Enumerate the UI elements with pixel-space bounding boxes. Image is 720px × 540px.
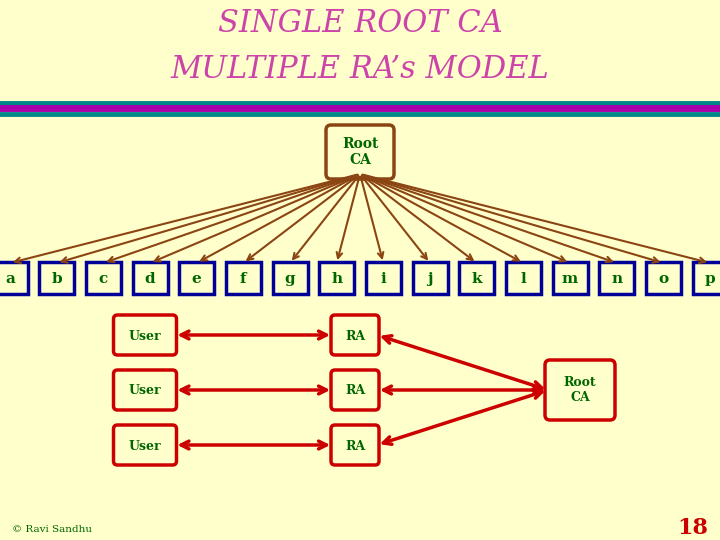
Text: © Ravi Sandhu: © Ravi Sandhu [12,525,92,535]
Text: j: j [427,272,433,286]
FancyBboxPatch shape [114,425,176,465]
FancyBboxPatch shape [506,262,541,294]
Text: h: h [331,272,342,286]
Text: User: User [129,384,161,397]
Text: MULTIPLE RA’s MODEL: MULTIPLE RA’s MODEL [171,54,549,85]
Text: i: i [380,272,386,286]
Text: l: l [521,272,526,286]
Text: g: g [284,272,295,286]
FancyBboxPatch shape [331,315,379,355]
FancyBboxPatch shape [319,262,354,294]
FancyBboxPatch shape [413,262,448,294]
FancyBboxPatch shape [86,262,121,294]
Text: p: p [705,272,715,286]
Text: c: c [99,272,108,286]
FancyBboxPatch shape [132,262,168,294]
FancyBboxPatch shape [39,262,74,294]
Text: RA: RA [345,329,365,342]
FancyBboxPatch shape [552,262,588,294]
FancyBboxPatch shape [693,262,720,294]
FancyBboxPatch shape [114,370,176,410]
Text: o: o [658,272,668,286]
FancyBboxPatch shape [114,315,176,355]
FancyBboxPatch shape [179,262,214,294]
FancyBboxPatch shape [331,425,379,465]
Text: RA: RA [345,384,365,397]
Text: User: User [129,329,161,342]
Text: Root
CA: Root CA [564,376,596,404]
FancyBboxPatch shape [272,262,307,294]
Text: 18: 18 [677,517,708,539]
Text: a: a [5,272,15,286]
FancyBboxPatch shape [646,262,681,294]
Text: e: e [192,272,202,286]
Text: f: f [240,272,247,286]
Text: k: k [472,272,482,286]
Text: m: m [562,272,578,286]
FancyBboxPatch shape [0,262,27,294]
Text: n: n [611,272,622,286]
Text: d: d [145,272,156,286]
FancyBboxPatch shape [545,360,615,420]
FancyBboxPatch shape [599,262,634,294]
FancyBboxPatch shape [331,370,379,410]
Text: Root
CA: Root CA [342,137,378,167]
Text: b: b [51,272,62,286]
Text: RA: RA [345,440,365,453]
FancyBboxPatch shape [366,262,401,294]
FancyBboxPatch shape [459,262,494,294]
FancyBboxPatch shape [326,125,394,179]
Text: SINGLE ROOT CA: SINGLE ROOT CA [217,8,503,39]
FancyBboxPatch shape [226,262,261,294]
Text: User: User [129,440,161,453]
